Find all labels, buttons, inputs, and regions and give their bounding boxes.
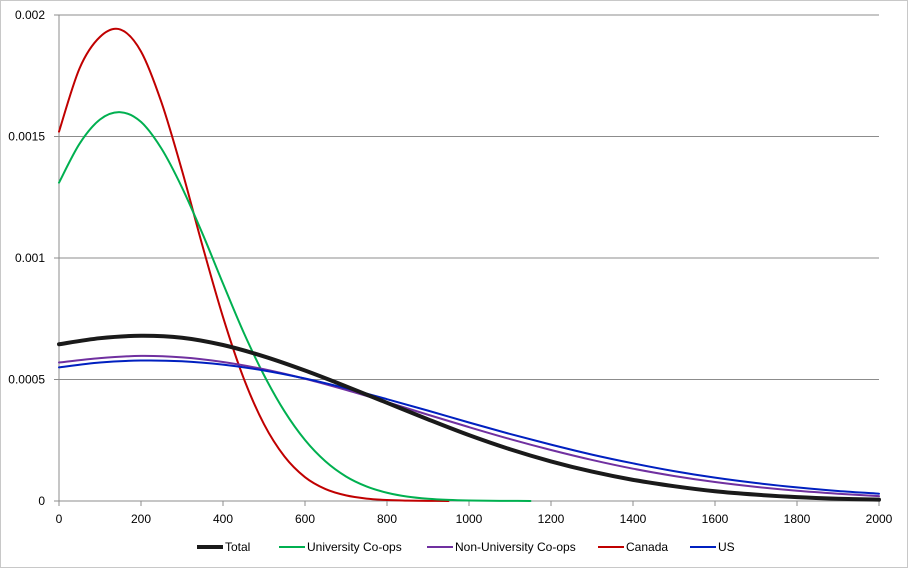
series-line-non-university-co-ops [58,354,880,498]
series-line-university-co-ops [58,111,532,502]
y-tick-label-3: 0.0015 [8,130,45,144]
y-tick-label-2: 0.001 [15,251,45,265]
x-tick-label-0: 0 [56,512,63,526]
x-tick-label-5: 1000 [456,512,483,526]
x-tick-label-9: 1800 [784,512,811,526]
legend-label-total: Total [225,540,250,554]
x-tick-label-7: 1400 [620,512,647,526]
legend: Total University Co-ops Non-University Co-… [197,540,735,554]
x-tick-label-8: 1600 [702,512,729,526]
y-tick-label-1: 0.0005 [8,373,45,387]
gridlines [59,14,879,380]
legend-label-us: US [718,540,735,554]
legend-label-non-university-co-ops: Non-University Co-ops [455,540,576,554]
legend-label-university-co-ops: University Co-ops [307,540,402,554]
x-tick-label-1: 200 [131,512,151,526]
x-tick-label-2: 400 [213,512,233,526]
x-tick-label-10: 2000 [866,512,893,526]
x-tick-label-6: 1200 [538,512,565,526]
x-tick-label-3: 600 [295,512,315,526]
y-tick-label-0: 0 [38,494,45,508]
x-axis-tick-labels: 0 200 400 600 800 1000 1200 1400 1600 1800 2000 [56,512,893,526]
series-line-canada [58,27,450,502]
legend-label-canada: Canada [626,540,668,554]
y-tick-label-4: 0.002 [15,8,45,22]
series-lines [57,27,881,502]
series-line-us [58,359,880,495]
series-line-total [57,333,881,502]
y-axis-tick-labels: 0 0.0005 0.001 0.0015 0.002 [8,8,45,508]
x-tick-label-4: 800 [377,512,397,526]
